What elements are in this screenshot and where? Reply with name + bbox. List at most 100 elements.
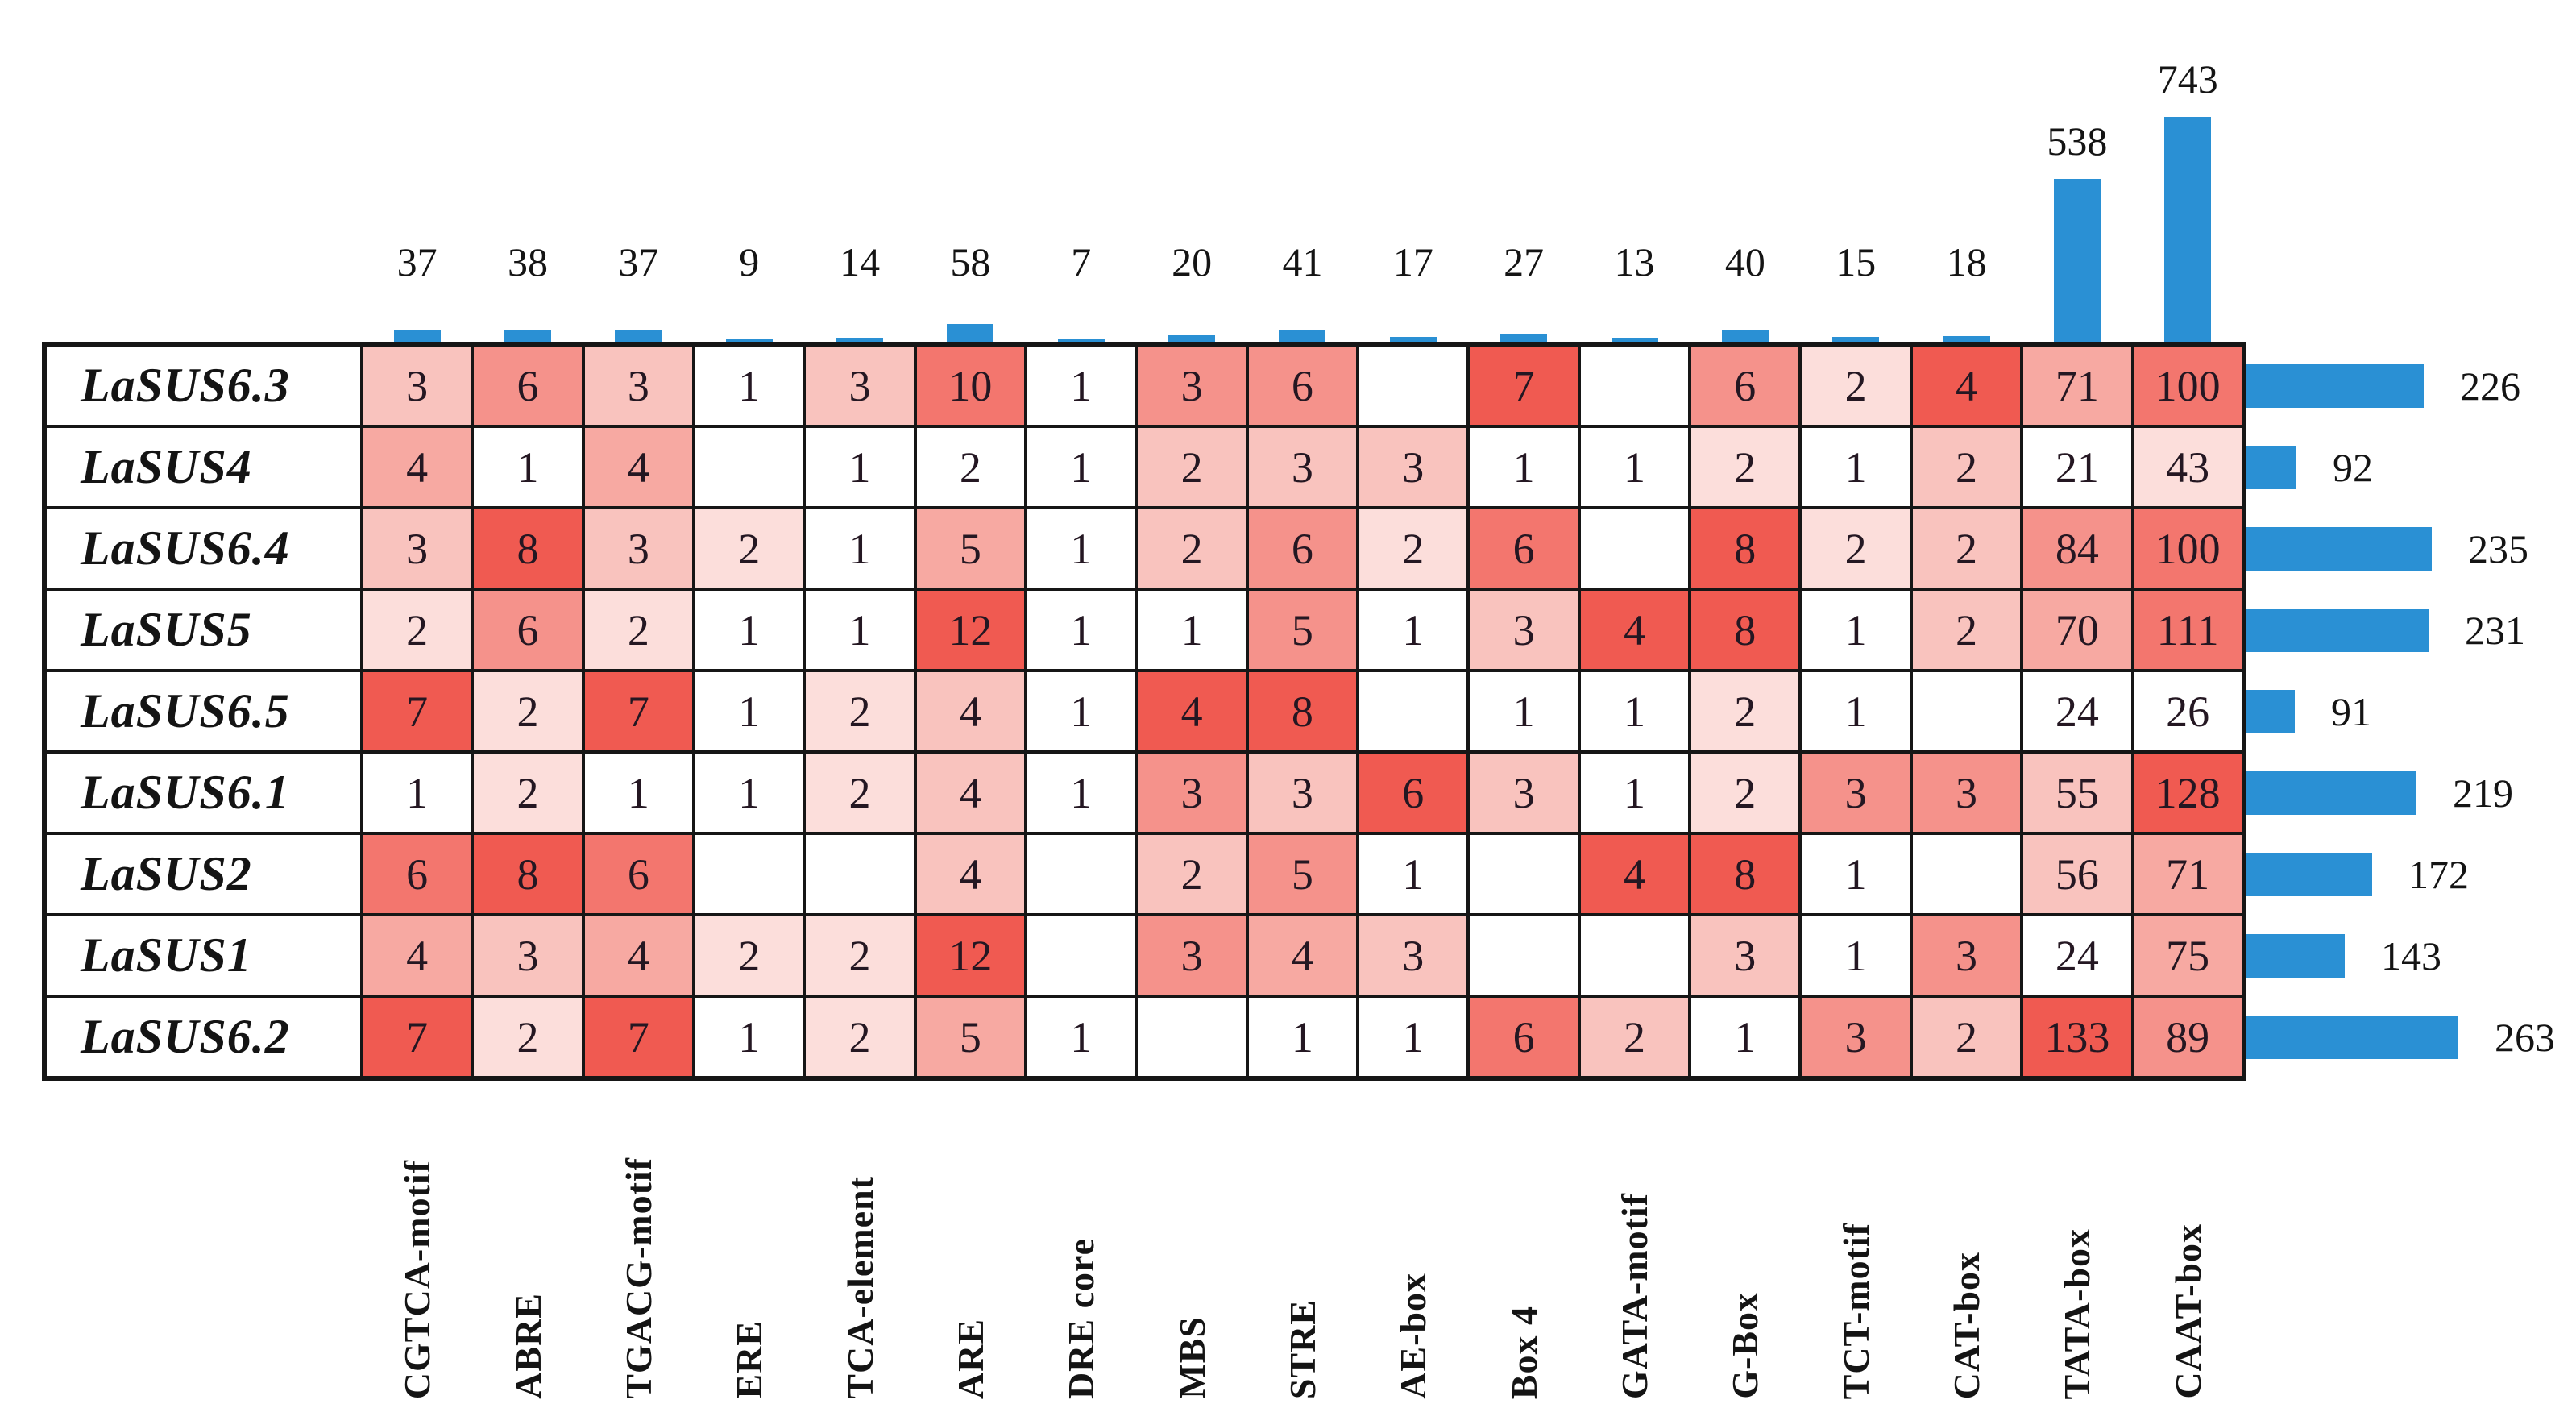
heatmap-cell: 100 bbox=[2132, 508, 2243, 589]
column-total-value: 18 bbox=[1946, 239, 1987, 285]
heatmap-cell: 3 bbox=[362, 508, 473, 589]
heatmap-cell: 2 bbox=[915, 426, 1027, 508]
row-total-value: 143 bbox=[2380, 933, 2441, 978]
heatmap-cell: 12 bbox=[915, 589, 1027, 671]
heatmap-cell: 2 bbox=[1910, 589, 2022, 671]
column-total-bar bbox=[1943, 336, 1990, 342]
column-total-bar bbox=[504, 330, 552, 342]
heatmap-cell: 111 bbox=[2132, 589, 2243, 671]
column-total-value: 58 bbox=[950, 239, 991, 285]
heatmap-cell: 2 bbox=[1910, 996, 2022, 1078]
heatmap-cell: 7 bbox=[362, 671, 473, 752]
column-label-box: CGTCA-motif bbox=[362, 1089, 472, 1399]
heatmap-cell: 3 bbox=[1247, 752, 1359, 833]
heatmap-cell: 1 bbox=[1578, 426, 1690, 508]
heatmap-cell: 3 bbox=[583, 345, 695, 426]
heatmap-cell: 4 bbox=[1578, 833, 1690, 915]
heatmap-cell: 2 bbox=[1136, 833, 1247, 915]
heatmap-cell: 2 bbox=[1136, 426, 1247, 508]
heatmap-cell: 8 bbox=[472, 833, 583, 915]
heatmap-cell bbox=[1026, 915, 1137, 996]
column-label-box: TATA-box bbox=[2022, 1089, 2132, 1399]
heatmap-cell: 1 bbox=[1136, 589, 1247, 671]
heatmap-cell: 3 bbox=[583, 508, 695, 589]
heatmap-cell: 2 bbox=[804, 996, 915, 1078]
heatmap-cell: 1 bbox=[1026, 508, 1137, 589]
heatmap-cell: 2 bbox=[694, 508, 805, 589]
column-total-bar bbox=[725, 339, 773, 342]
row-label: LaSUS5 bbox=[45, 589, 362, 671]
heatmap-cell: 12 bbox=[915, 915, 1027, 996]
column-total-bar bbox=[1057, 339, 1105, 342]
column-label-box: DRE core bbox=[1026, 1089, 1136, 1399]
row-total-bar bbox=[2246, 526, 2432, 571]
heatmap-cell: 24 bbox=[2022, 671, 2133, 752]
heatmap-cell: 6 bbox=[583, 833, 695, 915]
heatmap-cell: 1 bbox=[1578, 671, 1690, 752]
column-label-box: Box 4 bbox=[1469, 1089, 1579, 1399]
column-label: AE-box bbox=[1392, 1273, 1434, 1399]
column-total-value: 38 bbox=[508, 239, 549, 285]
heatmap-cell: 3 bbox=[1136, 345, 1247, 426]
heatmap-cell: 6 bbox=[1247, 508, 1359, 589]
row-total-value: 91 bbox=[2330, 688, 2371, 734]
column-total-value: 743 bbox=[2157, 56, 2218, 102]
row-label: LaSUS4 bbox=[45, 426, 362, 508]
row-label: LaSUS6.2 bbox=[45, 996, 362, 1078]
column-total-bar bbox=[1832, 337, 1880, 342]
heatmap-cell: 1 bbox=[804, 589, 915, 671]
column-total-value: 37 bbox=[618, 239, 659, 285]
heatmap-cell: 56 bbox=[2022, 833, 2133, 915]
heatmap-cell: 3 bbox=[1910, 915, 2022, 996]
column-label: GATA-motif bbox=[1614, 1192, 1656, 1399]
heatmap-cell: 3 bbox=[1358, 426, 1469, 508]
heatmap-cell: 6 bbox=[472, 589, 583, 671]
heatmap-cell: 4 bbox=[1136, 671, 1247, 752]
column-total-value: 13 bbox=[1614, 239, 1655, 285]
heatmap-cell: 1 bbox=[694, 996, 805, 1078]
heatmap-cell: 4 bbox=[915, 671, 1027, 752]
heatmap-cell bbox=[1026, 833, 1137, 915]
heatmap-cell: 2 bbox=[694, 915, 805, 996]
column-label-box: STRE bbox=[1247, 1089, 1358, 1399]
row-total-value: 92 bbox=[2332, 444, 2373, 490]
column-label-box: CAAT-box bbox=[2133, 1089, 2243, 1399]
heatmap-cell bbox=[1358, 671, 1469, 752]
heatmap-cell: 2 bbox=[1578, 996, 1690, 1078]
heatmap-cell: 128 bbox=[2132, 752, 2243, 833]
heatmap-cell: 3 bbox=[1247, 426, 1359, 508]
column-label: DRE core bbox=[1060, 1237, 1102, 1399]
heatmap-cell: 1 bbox=[1358, 996, 1469, 1078]
column-label: TCA-element bbox=[839, 1176, 881, 1399]
column-label-box: G-Box bbox=[1690, 1089, 1800, 1399]
heatmap-cell: 2 bbox=[1800, 345, 1911, 426]
heatmap-cell: 133 bbox=[2022, 996, 2133, 1078]
row-total-value: 172 bbox=[2408, 851, 2469, 897]
heatmap-cell: 3 bbox=[1690, 915, 1801, 996]
heatmap-cell: 1 bbox=[583, 752, 695, 833]
column-total-value: 538 bbox=[2047, 118, 2108, 164]
heatmap-cell: 89 bbox=[2132, 996, 2243, 1078]
heatmap-cell: 8 bbox=[472, 508, 583, 589]
heatmap-cell: 1 bbox=[1578, 752, 1690, 833]
heatmap-cell: 3 bbox=[1468, 589, 1579, 671]
heatmap-table: LaSUS6.3 3 6 3 1 3 10 1 3 6 7 6 2 4 71 100 LaSUS4 4 1 4 1 2 1 2… bbox=[42, 342, 2246, 1081]
heatmap-cell: 10 bbox=[915, 345, 1027, 426]
heatmap-cell: 1 bbox=[1690, 996, 1801, 1078]
column-label: ERE bbox=[728, 1320, 770, 1399]
column-label-box: MBS bbox=[1136, 1089, 1247, 1399]
heatmap-cell: 2 bbox=[1910, 426, 2022, 508]
heatmap-cell: 1 bbox=[1358, 589, 1469, 671]
heatmap-cell bbox=[1468, 833, 1579, 915]
heatmap-cell: 8 bbox=[1690, 508, 1801, 589]
heatmap-cell: 3 bbox=[1136, 752, 1247, 833]
heatmap-cell: 7 bbox=[583, 671, 695, 752]
row-label: LaSUS6.5 bbox=[45, 671, 362, 752]
heatmap-cell: 3 bbox=[1910, 752, 2022, 833]
column-label-box: GATA-motif bbox=[1579, 1089, 1690, 1399]
heatmap-cell: 1 bbox=[1026, 752, 1137, 833]
heatmap-cell: 1 bbox=[1358, 833, 1469, 915]
heatmap-cell: 7 bbox=[1468, 345, 1579, 426]
heatmap-cell: 1 bbox=[1800, 671, 1911, 752]
column-total-bar bbox=[393, 330, 441, 342]
